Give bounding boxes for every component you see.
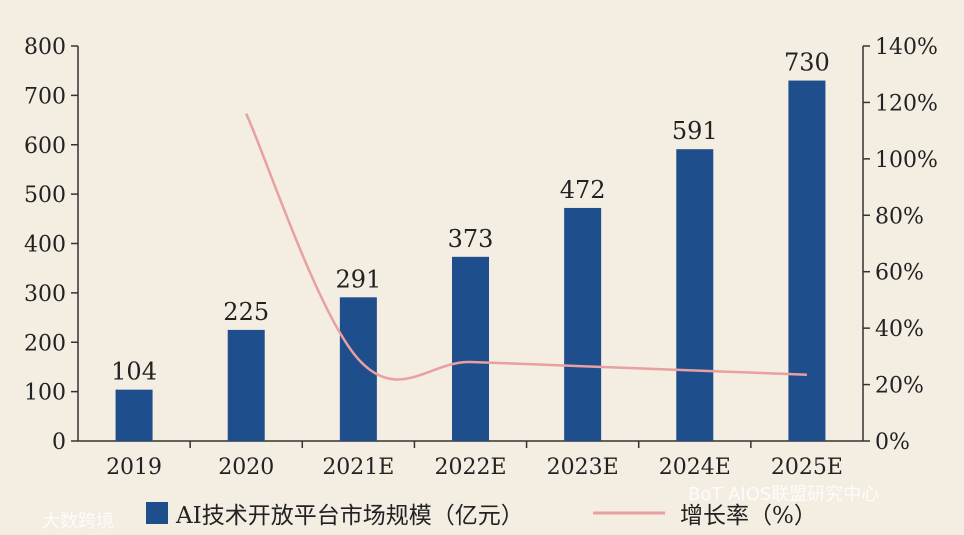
y-right-tick-label: 100% <box>875 148 938 173</box>
y-left-tick-label: 300 <box>24 282 66 307</box>
bar <box>564 207 602 441</box>
y-right-tick-label: 20% <box>875 374 924 399</box>
growth-rate-line <box>245 113 807 381</box>
x-tick-label: 2023E <box>547 455 619 480</box>
watermark-left: 大数跨境 <box>42 511 114 532</box>
legend-line-label: 增长率（%） <box>680 503 817 529</box>
y-right-tick-label: 0% <box>875 430 910 455</box>
y-left-tick-label: 500 <box>24 183 66 208</box>
y-left-tick-label: 100 <box>24 381 66 406</box>
y-right-tick-label: 140% <box>875 35 938 60</box>
x-tick-label: 2020 <box>218 455 274 480</box>
bar-data-label: 591 <box>672 117 718 145</box>
y-left-tick-label: 200 <box>24 331 66 356</box>
bar-data-label: 730 <box>784 49 830 77</box>
data-labels: 104 225 291 373 472 591 730 <box>111 49 830 386</box>
watermark-right: BoT AIOS联盟研究中心 <box>688 484 879 505</box>
bar-data-label: 291 <box>335 265 381 293</box>
bar <box>227 329 265 441</box>
bar <box>339 297 377 441</box>
x-tick-label: 2021E <box>322 455 394 480</box>
bar-data-label: 104 <box>111 358 157 386</box>
y-left-tick-label: 400 <box>24 233 66 258</box>
watermarks: 大数跨境 BoT AIOS联盟研究中心 <box>42 484 879 532</box>
y-right-tick-label: 80% <box>875 204 924 229</box>
chart-axes: 0 100 200 300 400 500 600 700 800 0% 20% 40% 60% 80% 1… <box>24 35 938 480</box>
bar-series <box>115 80 826 441</box>
legend: AI技术开放平台市场规模（亿元） 增长率（%） <box>146 502 817 529</box>
legend-bar-label: AI技术开放平台市场规模（亿元） <box>175 503 524 529</box>
y-left-tick-label: 0 <box>52 430 66 455</box>
x-tick-label: 2025E <box>771 455 843 480</box>
bar <box>676 149 714 441</box>
y-left-tick-label: 800 <box>24 35 66 60</box>
x-tick-label: 2024E <box>659 455 731 480</box>
y-left-tick-label: 600 <box>24 134 66 159</box>
bar <box>115 389 153 441</box>
bar <box>452 256 489 441</box>
y-right-tick-label: 40% <box>875 317 924 342</box>
y-left-tick-label: 700 <box>24 84 66 109</box>
y-right-tick-label: 120% <box>875 91 938 116</box>
line-series <box>245 113 807 381</box>
bar-data-label: 472 <box>560 176 606 204</box>
bar <box>788 80 826 441</box>
bar-data-label: 373 <box>448 225 494 253</box>
legend-bar-swatch <box>146 502 168 524</box>
bar-data-label: 225 <box>223 298 269 326</box>
x-tick-label: 2022E <box>434 455 506 480</box>
y-right-tick-label: 60% <box>875 261 924 286</box>
x-tick-label: 2019 <box>106 455 162 480</box>
